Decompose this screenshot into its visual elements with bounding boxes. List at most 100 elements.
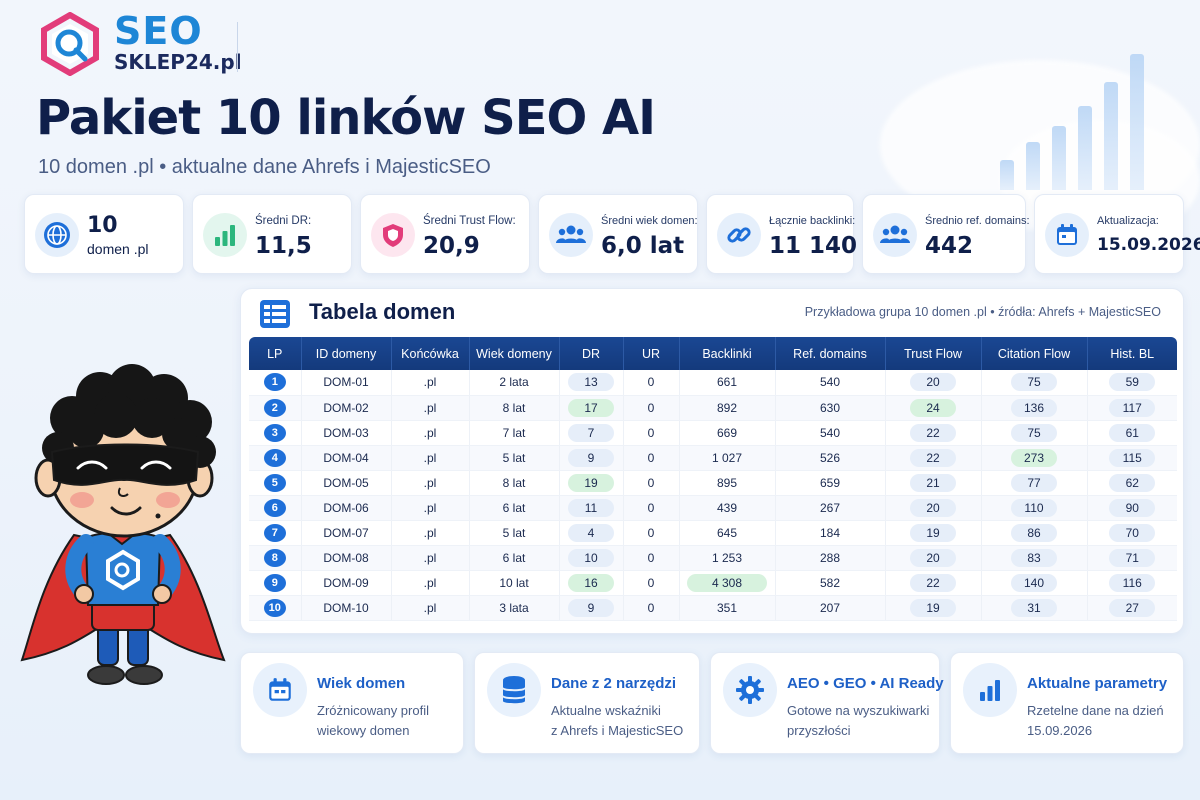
table-row[interactable]: 8 DOM-08 .pl 6 lat 10 0 1 253 288 20 83 71 xyxy=(249,545,1177,571)
cell-domain-age: 8 lat xyxy=(468,395,559,421)
highlighted-value: 17 xyxy=(568,398,614,417)
cell-dr: 7 xyxy=(558,420,623,446)
cell-domain-age: 5 lat xyxy=(468,445,559,471)
brand-divider xyxy=(237,22,238,72)
stat-value: 15.09.2026 xyxy=(1097,235,1200,255)
table-icon xyxy=(260,300,290,328)
domain-table-panel: Tabela domen Przykładowa grupa 10 domen … xyxy=(240,288,1184,634)
stat-card-avg-ref-domains: Średnio ref. domains: 442 xyxy=(862,194,1030,274)
cell-value: 661 xyxy=(716,375,738,390)
cell-lp: 3 xyxy=(249,420,301,446)
cell-trust-flow: 22 xyxy=(884,445,981,471)
cell-ur: 0 xyxy=(622,445,679,471)
cell-hist-bl: 71 xyxy=(1086,545,1177,571)
value-pill: 13 xyxy=(568,373,614,392)
column-header-dr[interactable]: DR xyxy=(558,337,623,370)
table-row[interactable]: 5 DOM-05 .pl 8 lat 19 0 895 659 21 77 62 xyxy=(249,470,1177,496)
cell-lp: 6 xyxy=(249,495,301,521)
table-row[interactable]: 2 DOM-02 .pl 8 lat 17 0 892 630 24 136 117 xyxy=(249,395,1177,421)
cell-value: 630 xyxy=(819,400,841,415)
cell-value: 1 027 xyxy=(711,450,743,465)
users-icon xyxy=(549,213,593,257)
value-pill: 75 xyxy=(1011,423,1057,442)
cell-lp: 2 xyxy=(249,395,301,421)
cell-backlinks: 645 xyxy=(678,520,775,546)
cell-ur: 0 xyxy=(622,595,679,621)
row-number-badge: 3 xyxy=(263,423,286,442)
value-pill: 70 xyxy=(1109,523,1156,542)
column-header-domain-age[interactable]: Wiek domeny xyxy=(468,337,559,370)
table-row[interactable]: 3 DOM-03 .pl 7 lat 7 0 669 540 22 75 61 xyxy=(249,420,1177,446)
table-row[interactable]: 10 DOM-10 .pl 3 lata 9 0 351 207 19 31 27 xyxy=(249,595,1177,621)
cell-backlinks: 351 xyxy=(678,595,775,621)
value-pill: 75 xyxy=(1011,373,1057,392)
column-header-ref-domains[interactable]: Ref. domains xyxy=(774,337,885,370)
table-row[interactable]: 1 DOM-01 .pl 2 lata 13 0 661 540 20 75 59 xyxy=(249,370,1177,396)
value-pill: 20 xyxy=(910,548,956,567)
cell-value: 0 xyxy=(647,375,655,390)
row-number-badge: 8 xyxy=(263,548,286,567)
table-row[interactable]: 6 DOM-06 .pl 6 lat 11 0 439 267 20 110 90 xyxy=(249,495,1177,521)
cell-tld: .pl xyxy=(390,370,469,396)
stat-card-update-date: Aktualizacja: 15.09.2026 xyxy=(1034,194,1200,274)
table-row[interactable]: 7 DOM-07 .pl 5 lat 4 0 645 184 19 86 70 xyxy=(249,520,1177,546)
row-number-badge: 1 xyxy=(263,373,286,392)
cell-tld: .pl xyxy=(390,470,469,496)
cell-domain-age: 8 lat xyxy=(468,470,559,496)
cell-lp: 8 xyxy=(249,545,301,571)
cell-ref-domains: 659 xyxy=(774,470,885,496)
stat-value: 11,5 xyxy=(255,233,312,259)
column-header-lp[interactable]: LP xyxy=(249,337,301,370)
cell-domain-id: DOM-08 xyxy=(300,545,391,571)
cell-value: .pl xyxy=(423,525,437,540)
value-pill: 83 xyxy=(1011,548,1057,567)
cell-trust-flow: 20 xyxy=(884,495,981,521)
cell-domain-age: 6 lat xyxy=(468,545,559,571)
cell-hist-bl: 116 xyxy=(1086,570,1177,596)
cell-domain-age: 2 lata xyxy=(468,370,559,396)
cell-value: .pl xyxy=(423,375,437,390)
cell-value: 6 lat xyxy=(502,500,526,515)
column-header-domain-id[interactable]: ID domeny xyxy=(300,337,391,370)
cell-backlinks: 669 xyxy=(678,420,775,446)
cell-value: 439 xyxy=(716,500,738,515)
cell-ur: 0 xyxy=(622,570,679,596)
column-header-hist-bl[interactable]: Hist. BL xyxy=(1086,337,1177,370)
column-header-ur[interactable]: UR xyxy=(622,337,679,370)
cell-value: 659 xyxy=(819,475,841,490)
value-pill: 22 xyxy=(910,573,956,592)
seo-sklep-logo[interactable] xyxy=(38,12,102,76)
cell-domain-id: DOM-09 xyxy=(300,570,391,596)
table-row[interactable]: 9 DOM-09 .pl 10 lat 16 0 4 308 582 22 140 116 xyxy=(249,570,1177,596)
value-pill: 62 xyxy=(1109,473,1156,492)
cell-backlinks: 892 xyxy=(678,395,775,421)
feature-title: Dane z 2 narzędzi xyxy=(551,675,677,692)
cell-ur: 0 xyxy=(622,520,679,546)
column-header-trust-flow[interactable]: Trust Flow xyxy=(884,337,981,370)
cell-citation-flow: 110 xyxy=(980,495,1087,521)
value-pill: 90 xyxy=(1109,498,1156,517)
cell-tld: .pl xyxy=(390,545,469,571)
cell-value: 288 xyxy=(819,550,841,565)
column-header-backlinks[interactable]: Backlinki xyxy=(678,337,775,370)
cell-backlinks: 439 xyxy=(678,495,775,521)
feature-description: Zróżnicowany profil wiekowy domen xyxy=(317,703,429,739)
cell-trust-flow: 24 xyxy=(884,395,981,421)
cell-domain-id: DOM-10 xyxy=(300,595,391,621)
row-number-badge: 10 xyxy=(263,598,286,617)
cell-hist-bl: 115 xyxy=(1086,445,1177,471)
brand-name-bottom: SKLEP24.pl xyxy=(114,50,242,74)
table-row[interactable]: 4 DOM-04 .pl 5 lat 9 0 1 027 526 22 273 115 xyxy=(249,445,1177,471)
value-pill: 136 xyxy=(1011,398,1057,417)
table-body: 1 DOM-01 .pl 2 lata 13 0 661 540 20 75 59 2 DOM-02 .p… xyxy=(249,370,1177,621)
globe-icon xyxy=(35,213,79,257)
cell-value: 895 xyxy=(716,475,738,490)
column-header-tld[interactable]: Końcówka xyxy=(390,337,469,370)
column-header-citation-flow[interactable]: Citation Flow xyxy=(980,337,1087,370)
brand-name-top: SEO xyxy=(114,9,203,53)
feature-card-ai-ready: AEO • GEO • AI Ready Gotowe na wyszukiwa… xyxy=(710,652,944,754)
cell-value: 6 lat xyxy=(502,550,526,565)
cell-domain-id: DOM-01 xyxy=(300,370,391,396)
cell-domain-id: DOM-04 xyxy=(300,445,391,471)
bar-chart-icon xyxy=(203,213,247,257)
